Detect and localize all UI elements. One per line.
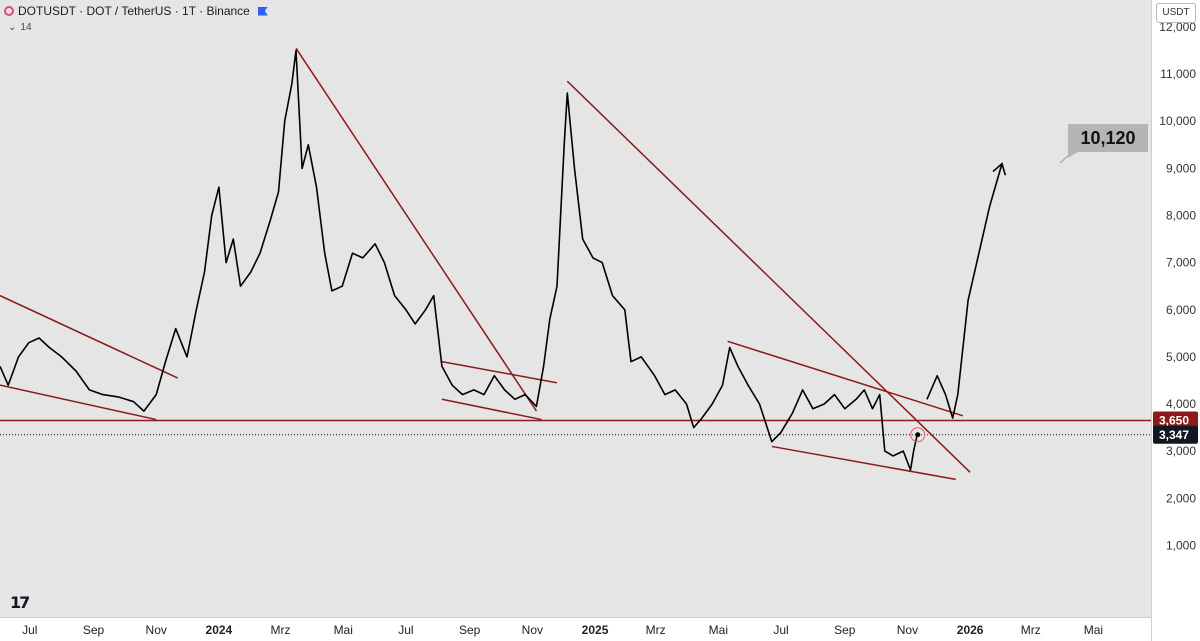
indicator-value: 14: [20, 22, 32, 33]
x-tick-label: Nov: [897, 623, 918, 637]
trend-line: [441, 360, 558, 384]
price-level-label: 3,650: [1159, 414, 1189, 428]
price-level-label-bg: [1153, 425, 1198, 444]
y-tick-label: 12,000: [1159, 20, 1196, 34]
last-price-marker: [910, 427, 926, 443]
price-level-label-bg: [1153, 411, 1198, 430]
flag-icon[interactable]: [257, 6, 268, 16]
y-tick-label: 4,000: [1166, 397, 1196, 411]
trend-line: [441, 398, 542, 421]
x-tick-label: Jul: [398, 623, 413, 637]
y-tick-label: 6,000: [1166, 303, 1196, 317]
x-tick-label: Jul: [773, 623, 788, 637]
trend-line: [771, 445, 956, 481]
plot-area: [0, 0, 1151, 617]
trend-line: [295, 47, 538, 412]
indicator-legend[interactable]: ⌄ 14: [8, 22, 32, 33]
chevron-down-icon[interactable]: ⌄: [8, 22, 17, 33]
x-tick-label: 2024: [206, 623, 233, 637]
price-level-label: 3,347: [1159, 428, 1189, 442]
symbol-header[interactable]: DOTUSDT · DOT / TetherUS · 1T · Binance: [4, 2, 268, 20]
y-tick-label: 1,000: [1166, 538, 1196, 552]
x-tick-label: 2026: [957, 623, 984, 637]
trend-line: [0, 384, 157, 421]
x-tick-label: Nov: [146, 623, 167, 637]
x-tick-label: 2025: [582, 623, 609, 637]
y-tick-label: 2,000: [1166, 491, 1196, 505]
x-tick-label: Sep: [834, 623, 856, 637]
y-tick-label: 8,000: [1166, 208, 1196, 222]
x-tick-label: Jul: [22, 623, 37, 637]
trend-line: [727, 340, 964, 417]
trend-line: [566, 80, 971, 473]
symbol-title: DOTUSDT · DOT / TetherUS · 1T · Binance: [18, 4, 250, 18]
projection-path: [926, 163, 1003, 419]
callout-text: 10,120: [1080, 128, 1135, 148]
x-tick-label: Sep: [83, 623, 105, 637]
y-tick-label: 7,000: [1166, 256, 1196, 270]
x-tick-label: Mai: [334, 623, 353, 637]
y-tick-label: 5,000: [1166, 350, 1196, 364]
y-tick-label: 11,000: [1160, 67, 1196, 81]
trend-line: [0, 294, 179, 379]
x-tick-label: Nov: [522, 623, 543, 637]
x-tick-label: Mai: [1084, 623, 1103, 637]
projection-arrowhead: [992, 162, 1007, 176]
x-tick-label: Mrz: [646, 623, 666, 637]
x-tick-label: Mai: [709, 623, 728, 637]
y-tick-label: 3,000: [1166, 444, 1196, 458]
x-tick-label: Mrz: [271, 623, 291, 637]
y-tick-label: 10,000: [1159, 114, 1196, 128]
currency-button[interactable]: USDT: [1156, 3, 1196, 23]
last-price-dot: [915, 432, 921, 438]
y-tick-label: 9,000: [1166, 161, 1196, 175]
tradingview-logo-icon: 17: [10, 593, 30, 612]
callout-box: [1068, 124, 1148, 158]
x-tick-label: Mrz: [1021, 623, 1041, 637]
x-tick-label: Sep: [459, 623, 481, 637]
price-series-line: [0, 49, 919, 471]
polkadot-logo-icon: [4, 6, 14, 16]
